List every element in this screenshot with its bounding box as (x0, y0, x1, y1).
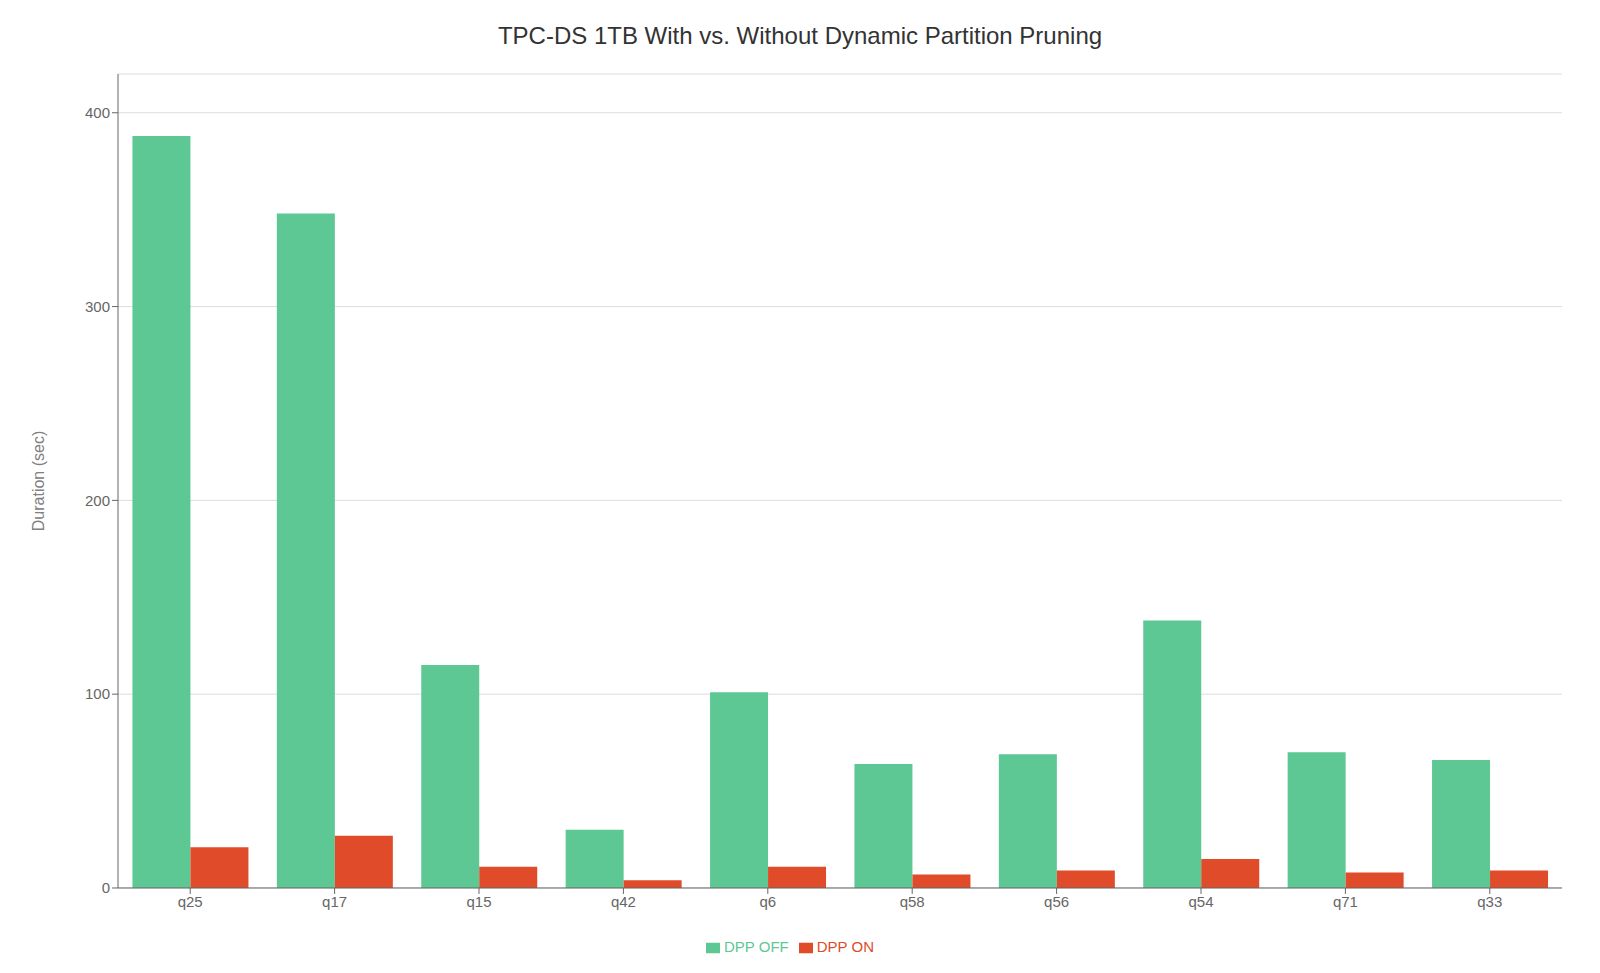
svg-text:q33: q33 (1477, 893, 1502, 910)
svg-text:400: 400 (85, 104, 110, 121)
svg-text:q25: q25 (178, 893, 203, 910)
svg-text:q71: q71 (1333, 893, 1358, 910)
svg-text:200: 200 (85, 492, 110, 509)
svg-text:q54: q54 (1188, 893, 1213, 910)
svg-text:q56: q56 (1044, 893, 1069, 910)
svg-text:0: 0 (102, 879, 110, 896)
svg-text:q15: q15 (466, 893, 491, 910)
html-text:TPC-DS 1TB With vs. Without Dy: TPC-DS 1TB With vs. Without Dynamic Part… (497, 22, 1103, 49)
html-text:DPP ON: DPP ON (816, 938, 874, 955)
svg-text:q58: q58 (900, 893, 925, 910)
html-text:DPP OFF: DPP OFF (724, 938, 789, 955)
svg-text:300: 300 (85, 298, 110, 315)
svg-text:q6: q6 (759, 893, 776, 910)
svg-text:q42: q42 (611, 893, 636, 910)
svg-text:q17: q17 (322, 893, 347, 910)
svg-text:Duration (sec): Duration (sec) (30, 431, 47, 531)
svg-text:100: 100 (85, 685, 110, 702)
